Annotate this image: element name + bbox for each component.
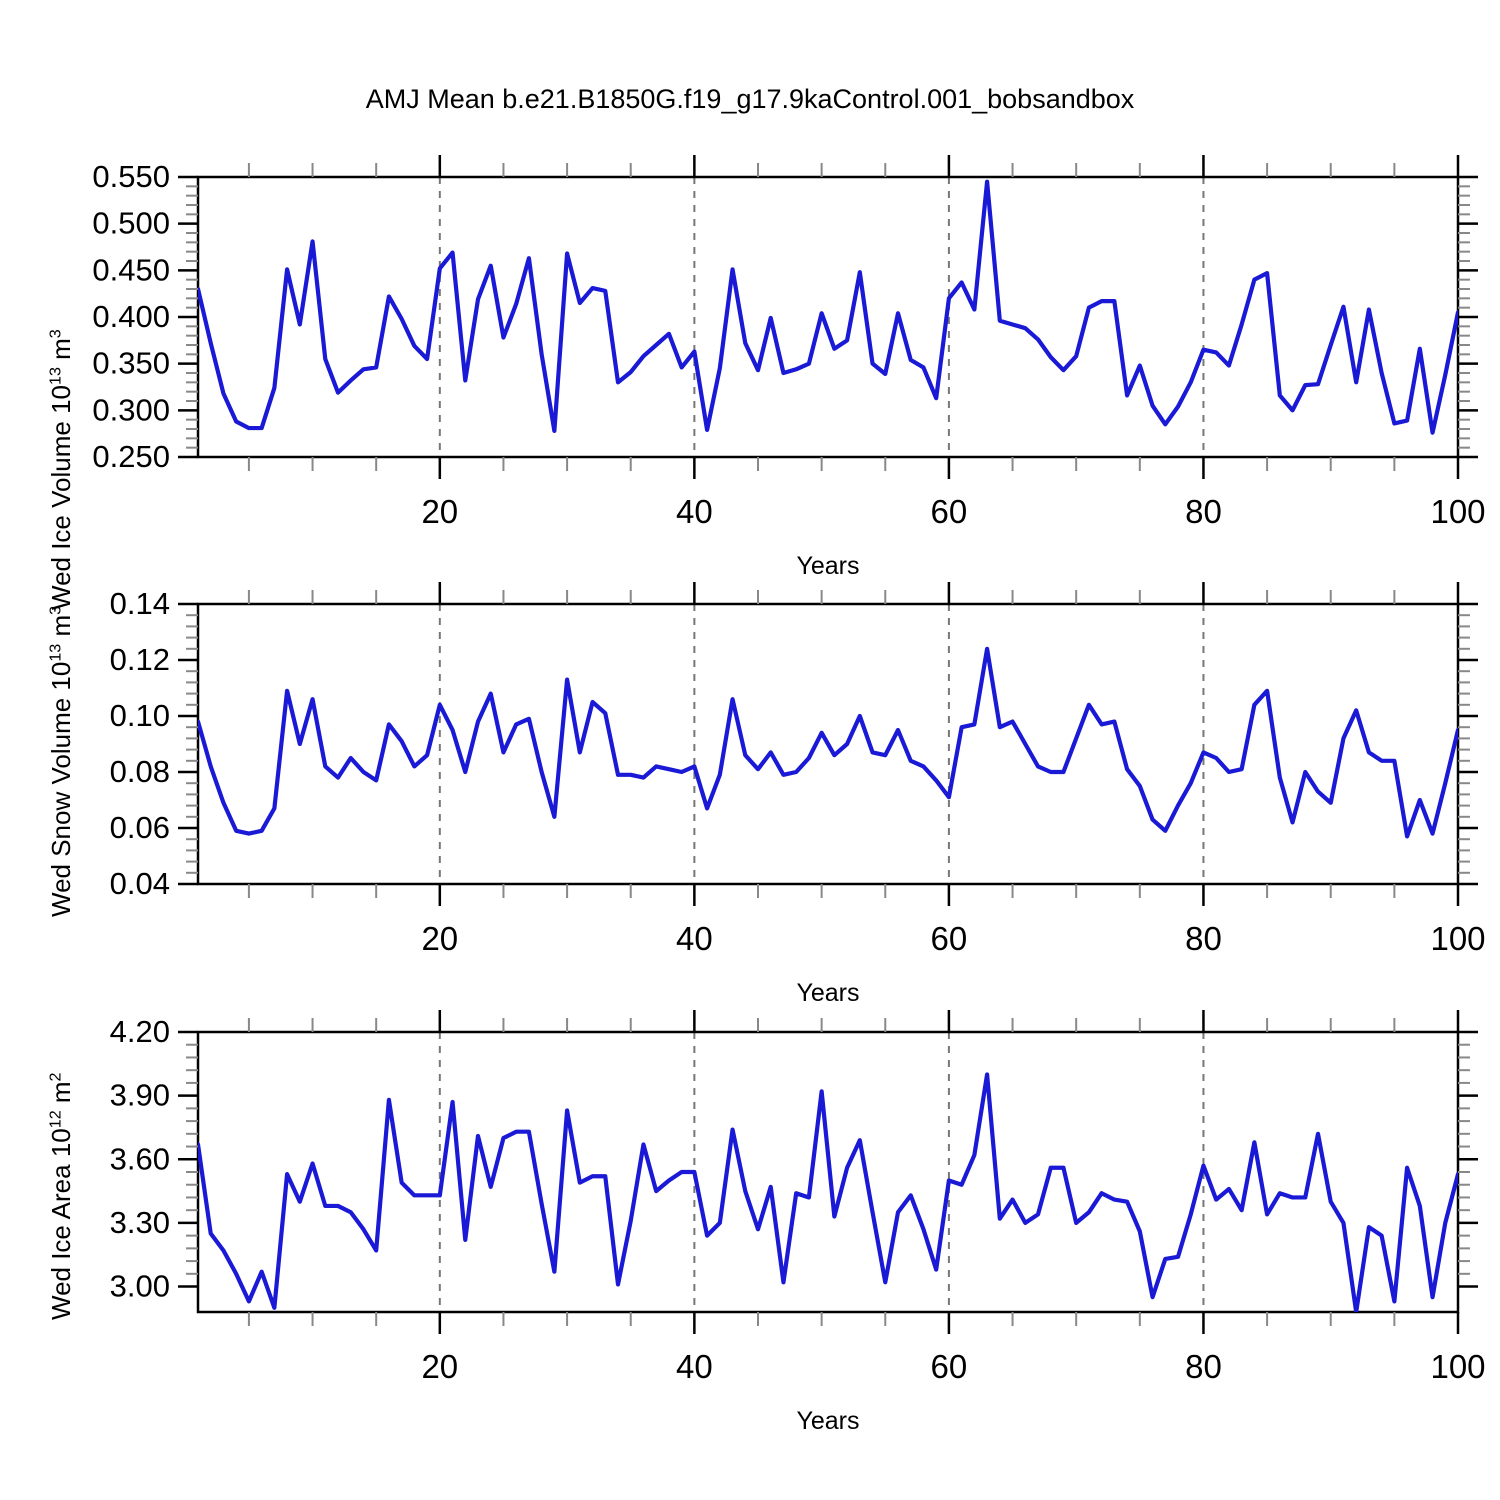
panel-3-ylabel-exp: 12 [46,1110,65,1129]
xtick-label-20: 20 [421,920,458,957]
figure-title: AMJ Mean b.e21.B1850G.f19_g17.9kaControl… [365,84,1135,114]
panel-1-ylabel-unit-exp: 3 [46,329,65,339]
ytick-label-0.300: 0.300 [92,392,170,427]
data-series-line [198,179,1458,435]
ytick-label-0.04: 0.04 [110,866,170,901]
ytick-label-3.00: 3.00 [110,1269,170,1304]
ytick-label-0.10: 0.10 [110,698,170,733]
xtick-label-40: 40 [676,1348,713,1385]
panel-1-xlabel: Years [796,552,860,580]
data-series-line [198,646,1458,839]
xtick-label-100: 100 [1430,493,1485,530]
data-series-line [198,1072,1458,1312]
xtick-label-100: 100 [1430,1348,1485,1385]
panel-2-xlabel: Years [796,979,860,1007]
panel-1-plot[interactable]: 0.250 0.300 0.350 0.400 0.450 0.500 0.550 20 40 6… [0,140,1500,560]
panel-3-ylabel-unit: m [46,1081,76,1111]
ytick-label-0.14: 0.14 [110,586,170,621]
ytick-label-3.90: 3.90 [110,1078,170,1113]
panel-2-ylabel: Wed Snow Volume 1013 m3 [46,606,77,917]
panel-2-ylabel-base: Wed Snow Volume 10 [46,661,76,917]
panel-2-plot[interactable]: 0.04 0.06 0.08 0.10 0.12 0.14 20 40 60 80 100 [0,567,1500,987]
panel-ice-area: Wed Ice Area 1012 m2 3.00 3.30 3.60 3.90 4.2… [0,995,1500,1435]
xtick-label-80: 80 [1185,493,1222,530]
xtick-label-40: 40 [676,493,713,530]
ytick-label-0.400: 0.400 [92,299,170,334]
panel-ice-volume: Wed Ice Volume 1013 m3 0.250 0.300 0.350 0.… [0,140,1500,610]
panel-1-ylabel-exp: 13 [46,367,65,385]
ytick-label-3.60: 3.60 [110,1141,170,1176]
plot-frame [196,602,1460,886]
ytick-label-0.250: 0.250 [92,439,170,474]
ytick-label-0.450: 0.450 [92,252,170,287]
panel-1-ylabel-unit: m [46,338,76,368]
panel-3-ylabel-base: Wed Ice Area 10 [46,1128,76,1320]
ytick-label-3.30: 3.30 [110,1205,170,1240]
xtick-label-100: 100 [1430,920,1485,957]
panel-2-ylabel-unit: m [46,614,76,644]
ytick-label-0.12: 0.12 [110,642,170,677]
xtick-label-20: 20 [421,493,458,530]
ytick-label-0.550: 0.550 [92,159,170,194]
ytick-label-0.500: 0.500 [92,206,170,241]
xtick-label-80: 80 [1185,920,1222,957]
ytick-label-0.06: 0.06 [110,810,170,845]
ytick-label-0.08: 0.08 [110,754,170,789]
ytick-label-4.20: 4.20 [110,1014,170,1049]
xtick-label-20: 20 [421,1348,458,1385]
ytick-label-0.350: 0.350 [92,346,170,381]
panel-2-ylabel-unit-exp: 3 [46,605,65,615]
xtick-label-40: 40 [676,920,713,957]
panel-3-ylabel-unit-exp: 2 [46,1072,65,1082]
panel-3-ylabel: Wed Ice Area 1012 m2 [46,1072,77,1320]
xtick-label-60: 60 [931,1348,968,1385]
panel-snow-volume: Wed Snow Volume 1013 m3 0.04 0.06 0.08 0.10… [0,567,1500,1007]
panel-3-plot[interactable]: 3.00 3.30 3.60 3.90 4.20 20 40 60 80 100 [0,995,1500,1415]
panel-3-xlabel: Years [796,1407,860,1435]
xtick-label-60: 60 [931,920,968,957]
xtick-label-60: 60 [931,493,968,530]
panel-2-ylabel-exp: 13 [46,643,65,662]
xtick-label-80: 80 [1185,1348,1222,1385]
